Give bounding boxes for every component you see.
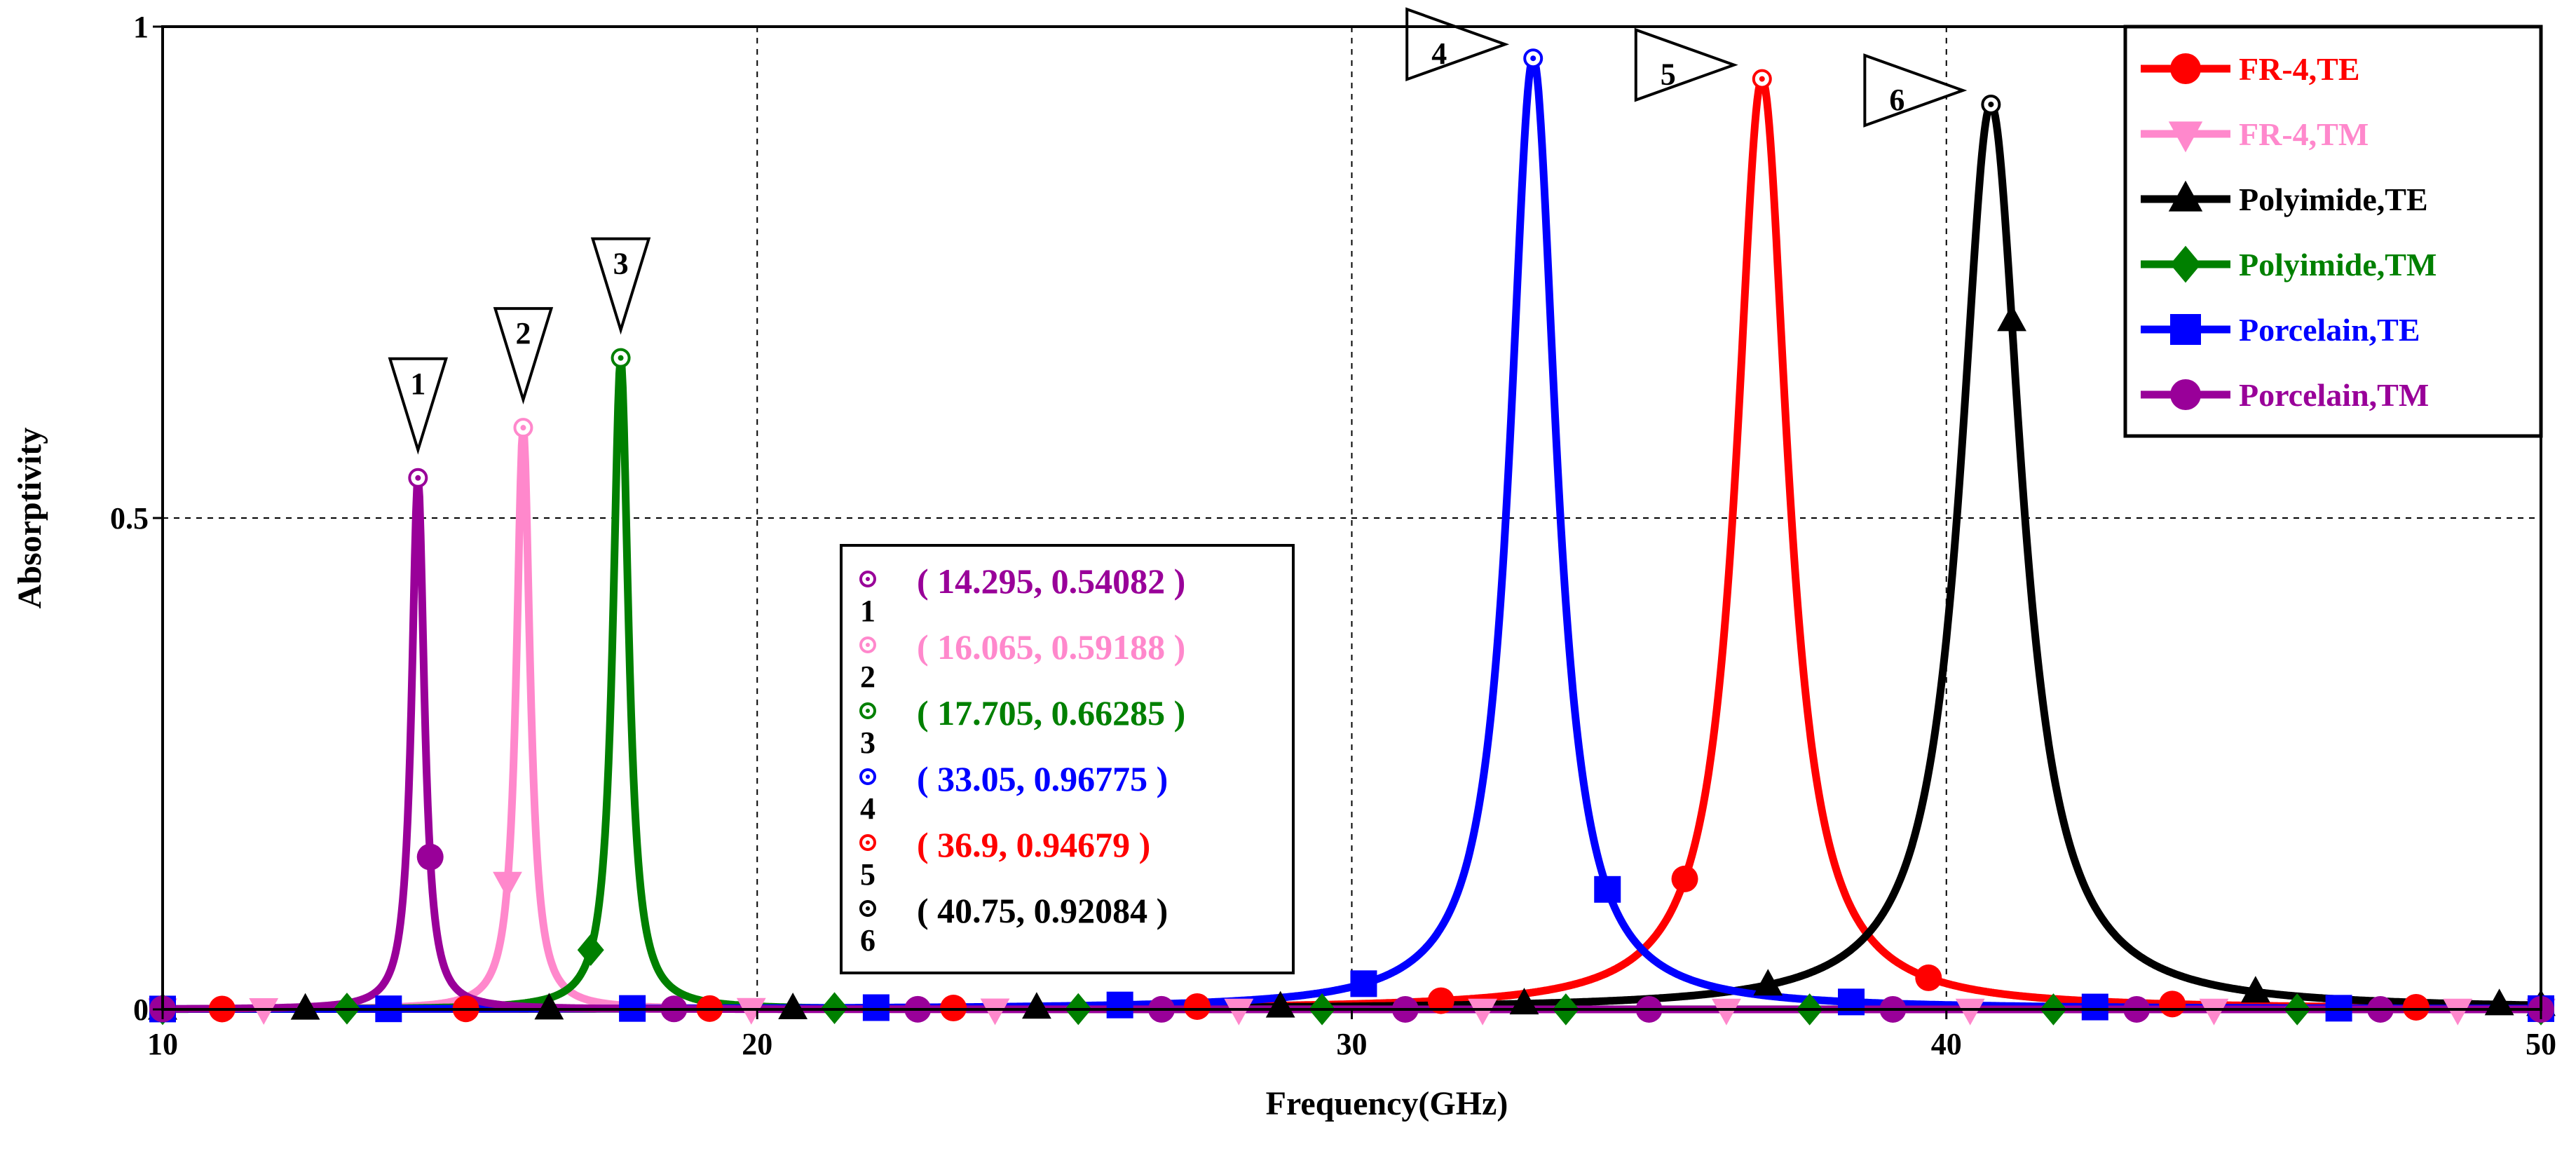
peak-callout-2 (493, 307, 554, 404)
series-point-porcelain-te (1350, 970, 1377, 997)
series-point-porcelain-te (1838, 988, 1865, 1016)
legend-label: Porcelain,TE (2239, 312, 2420, 348)
series-point-polyimide-tm (577, 934, 604, 967)
series-point-porcelain-tm (416, 843, 444, 871)
series-point-fr-4-tm (493, 871, 522, 899)
peak-callout-6 (1863, 53, 1968, 128)
peak-point-dot-2 (520, 425, 526, 431)
annotation-id: 4 (860, 791, 875, 826)
series-point-fr-4-tm (980, 998, 1010, 1026)
legend-swatch-marker (2170, 245, 2201, 283)
legend-swatch-marker (2170, 53, 2201, 84)
annotation-id: 5 (860, 857, 875, 892)
x-axis-title: Frequency(GHz) (1266, 1085, 1508, 1122)
legend-label: Porcelain,TM (2239, 377, 2429, 413)
series-point-fr-4-te (2402, 993, 2430, 1021)
peak-callout-label-2: 2 (515, 316, 531, 350)
series-point-fr-4-te (2159, 990, 2186, 1018)
series-point-polyimide-te (778, 992, 808, 1019)
peak-callout-label-6: 6 (1889, 83, 1904, 117)
series-point-polyimide-te (2240, 976, 2270, 1003)
grid-lines (163, 27, 2541, 1009)
axes: 10 20 30 40 50 0 0.5 1 Frequency(GHz) Absorptivit… (11, 10, 2556, 1122)
peak-callout-label-4: 4 (1431, 36, 1447, 71)
legend-swatch-marker (2168, 121, 2203, 153)
series-point-fr-4-te (1671, 865, 1698, 892)
legend: FR-4,TE FR-4,TM Polyimide,TE Polyimide,TM Po… (2123, 25, 2543, 438)
series-point-fr-4-tm (1224, 998, 1254, 1026)
series-point-polyimide-te (1022, 992, 1051, 1019)
legend-swatch-marker (2168, 180, 2203, 212)
peak-callout-label-1: 1 (410, 367, 425, 401)
legend-label: Polyimide,TE (2239, 182, 2428, 217)
series-point-porcelain-te (2081, 993, 2108, 1021)
legend-swatch-marker (2170, 314, 2201, 345)
peak-callout-3 (590, 237, 651, 335)
annotation-peak-icon-dot (866, 577, 870, 581)
legend-label: FR-4,TM (2239, 116, 2369, 152)
series-point-fr-4-te (1427, 987, 1454, 1014)
annotation-id: 3 (860, 726, 875, 760)
series-point-porcelain-te (1594, 876, 1621, 903)
x-tick-label: 30 (1337, 1027, 1368, 1061)
series-point-fr-4-tm (736, 997, 766, 1025)
peak-callout-label-5: 5 (1661, 57, 1676, 92)
series-point-fr-4-tm (1955, 998, 1985, 1026)
annotation-id: 6 (860, 923, 875, 958)
y-axis-title: Absorptivity (11, 428, 48, 609)
series-point-fr-4-tm (2443, 998, 2473, 1026)
y-tick-label: 0 (133, 993, 149, 1027)
series-point-fr-4-te (1915, 964, 1942, 991)
x-tick-label: 20 (742, 1027, 772, 1061)
x-tick-label: 50 (2526, 1027, 2556, 1061)
peak-point-dot-5 (1759, 76, 1765, 82)
annotation-peak-icon-dot (866, 906, 870, 911)
series-point-fr-4-tm (1468, 998, 1498, 1026)
series-point-polyimide-te (1753, 969, 1783, 996)
x-tick-label: 40 (1931, 1027, 1962, 1061)
series-point-polyimide-te (290, 993, 320, 1020)
legend-label: Polyimide,TM (2239, 247, 2437, 282)
series-point-polyimide-te (1265, 990, 1295, 1018)
legend-swatch-marker (2170, 379, 2201, 410)
annotation-frame (840, 544, 1295, 974)
peak-callout-5 (1634, 27, 1738, 102)
series-point-fr-4-tm (249, 997, 279, 1025)
annotation-value-3: ( 17.705, 0.66285 ) (917, 693, 1185, 733)
annotation-peak-icon-dot (866, 775, 870, 779)
peak-callout-1 (388, 357, 449, 455)
annotation-peak-icon-dot (866, 709, 870, 713)
series-point-fr-4-tm (2199, 998, 2229, 1026)
series-point-porcelain-te (1106, 991, 1133, 1019)
peak-point-dot-6 (1988, 101, 1994, 107)
series-point-polyimide-te (534, 993, 564, 1020)
y-tick-label: 0.5 (110, 501, 149, 536)
series-point-polyimide-te (1509, 988, 1539, 1015)
series-point-fr-4-te (1183, 993, 1211, 1020)
series-point-polyimide-te (1997, 304, 2026, 332)
annotation-value-6: ( 40.75, 0.92084 ) (917, 891, 1168, 930)
annotation-value-1: ( 14.295, 0.54082 ) (917, 561, 1185, 601)
legend-frame (2123, 25, 2543, 438)
peak-point-dot-1 (415, 475, 421, 481)
peak-markers: 1 2 3 4 5 6 (388, 7, 2001, 488)
annotation-value-2: ( 16.065, 0.59188 ) (917, 627, 1185, 667)
peak-point-dot-3 (618, 355, 624, 361)
x-tick-label: 10 (147, 1027, 178, 1061)
annotation-id: 1 (860, 594, 875, 628)
annotation-value-5: ( 36.9, 0.94679 ) (917, 825, 1150, 864)
annotation-peak-icon-dot (866, 840, 870, 845)
peak-annotation-box: 1 ( 14.295, 0.54082 ) 2 ( 16.065, 0.59188 )… (840, 544, 1295, 974)
series-point-porcelain-te (862, 994, 890, 1021)
y-tick-label: 1 (133, 10, 149, 44)
annotation-value-4: ( 33.05, 0.96775 ) (917, 759, 1168, 798)
annotation-peak-icon-dot (866, 643, 870, 647)
annotation-id: 2 (860, 660, 875, 694)
legend-label: FR-4,TE (2239, 51, 2360, 87)
series-point-fr-4-tm (1711, 998, 1741, 1026)
peak-point-dot-4 (1530, 55, 1536, 62)
peak-callout-label-3: 3 (613, 247, 629, 281)
